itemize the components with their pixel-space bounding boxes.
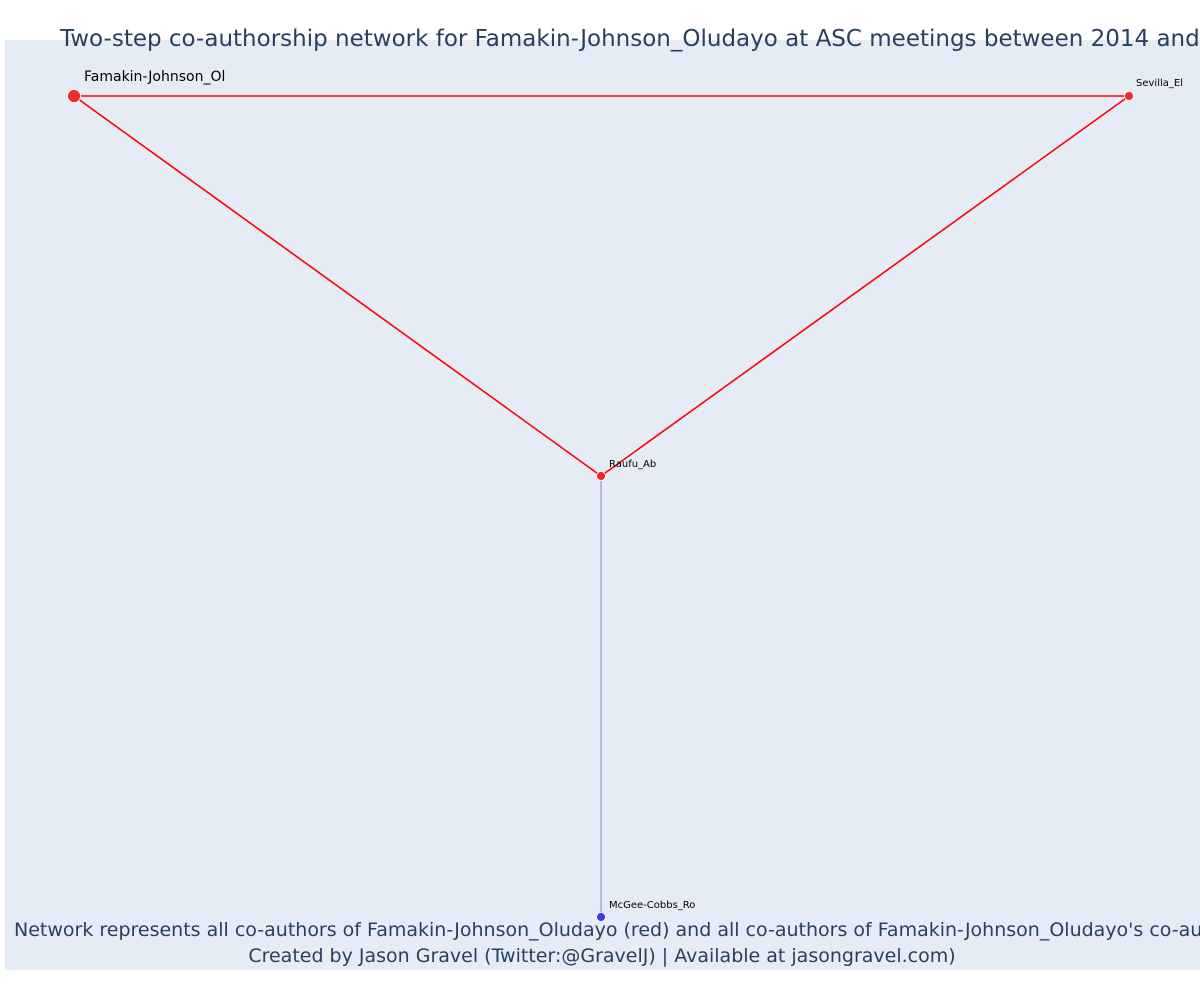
node-mcgee[interactable]: [596, 912, 606, 922]
node-label-mcgee: McGee-Cobbs_Ro: [609, 900, 695, 911]
chart-title: Two-step co-authorship network for Famak…: [60, 26, 1200, 52]
node-label-sevilla: Sevilla_El: [1136, 78, 1183, 89]
plot-area: [5, 40, 1200, 970]
caption-line-2: Created by Jason Gravel (Twitter:@Gravel…: [248, 945, 956, 967]
node-famakin[interactable]: [67, 89, 81, 103]
node-sevilla[interactable]: [1124, 91, 1134, 101]
edge-famakin-raufu: [73, 95, 602, 477]
caption-line-1: Network represents all co-authors of Fam…: [14, 919, 1200, 941]
node-label-famakin: Famakin-Johnson_Ol: [84, 69, 225, 85]
node-label-raufu: Raufu_Ab: [609, 459, 656, 470]
edge-sevilla-raufu: [600, 95, 1130, 477]
node-raufu[interactable]: [596, 471, 606, 481]
